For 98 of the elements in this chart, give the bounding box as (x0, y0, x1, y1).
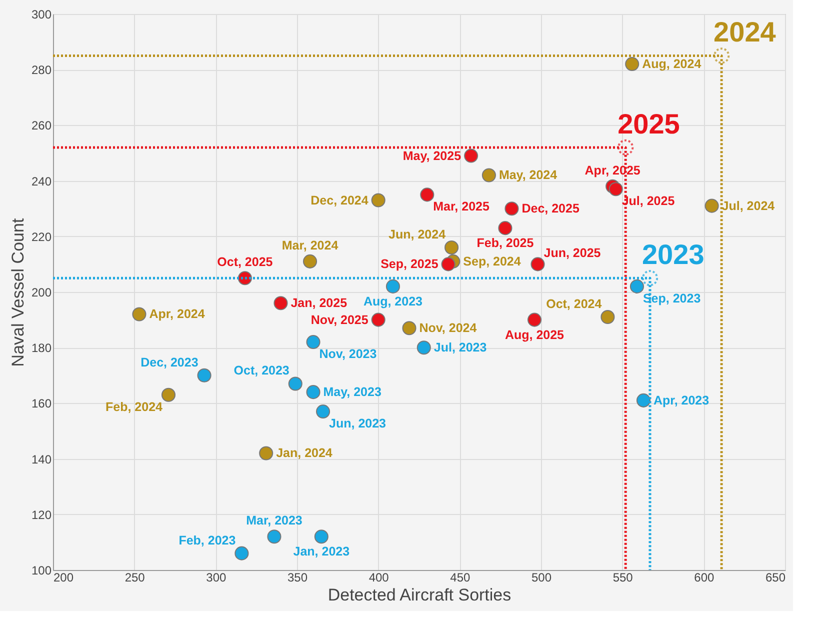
point (197, 368, 212, 382)
data-label: May, 2025 (402, 148, 462, 163)
y-tick-label: 220 (31, 230, 52, 244)
data-label: Sep, 2024 (463, 254, 521, 268)
point (630, 279, 644, 294)
data-label: Nov, 2025 (310, 312, 368, 327)
point (234, 546, 249, 560)
data-label: Dec, 2023 (140, 355, 198, 370)
y-tick-label: 240 (31, 174, 52, 188)
point (274, 296, 288, 310)
data-label: Aug, 2024 (642, 57, 702, 72)
point (288, 376, 302, 391)
point (267, 530, 282, 544)
series-label: 2025 (618, 108, 680, 140)
data-label: Mar, 2025 (433, 200, 490, 214)
data-label: Feb, 2023 (178, 533, 236, 548)
point (504, 202, 519, 216)
data-label: Jun, 2023 (329, 416, 386, 431)
data-label: Jun, 2024 (388, 228, 446, 242)
data-label: Oct, 2024 (546, 297, 602, 312)
data-label: Apr, 2024 (149, 307, 205, 322)
data-label: Jul, 2024 (722, 198, 775, 213)
data-label: Jan, 2024 (276, 446, 332, 460)
data-label: Oct, 2025 (217, 255, 273, 270)
point (302, 254, 318, 268)
data-label: Nov, 2024 (419, 321, 477, 336)
data-label: Jan, 2025 (290, 296, 348, 310)
data-label: Oct, 2023 (234, 364, 290, 378)
x-tick-label: 300 (206, 570, 226, 584)
data-label: Apr, 2025 (584, 163, 640, 178)
point (371, 193, 386, 208)
series-label: 2023 (642, 239, 704, 270)
y-tick-label: 140 (31, 452, 52, 466)
point (316, 404, 330, 419)
point (713, 48, 730, 64)
data-label: Jul, 2023 (434, 340, 487, 355)
point (132, 307, 146, 322)
point (161, 388, 176, 402)
series-label: 2024 (714, 16, 776, 48)
data-label: May, 2024 (498, 168, 558, 182)
x-tick-label: 450 (450, 570, 470, 584)
point (441, 257, 456, 272)
data-label: Feb, 2024 (106, 400, 163, 414)
y-tick-label: 300 (31, 8, 52, 22)
data-label: Aug, 2023 (363, 294, 423, 308)
y-tick-label: 260 (31, 118, 52, 133)
point (444, 240, 459, 255)
y-tick-label: 200 (31, 286, 52, 300)
y-tick-label: 100 (31, 564, 52, 578)
point (259, 446, 274, 460)
data-label: Apr, 2023 (653, 393, 710, 408)
x-tick-label: 650 (765, 570, 786, 584)
x-tick-label: 350 (287, 570, 308, 584)
point (618, 139, 634, 156)
data-label: Dec, 2024 (310, 193, 368, 208)
y-tick-label: 180 (31, 341, 52, 356)
point (464, 148, 478, 163)
data-label: Feb, 2025 (476, 236, 534, 250)
y-tick-label: 280 (31, 63, 52, 78)
data-label: Sep, 2025 (380, 257, 438, 272)
data-label: May, 2023 (323, 385, 382, 400)
point (420, 188, 434, 202)
point (371, 312, 386, 327)
point (704, 198, 719, 213)
point (386, 279, 400, 294)
data-label: Jul, 2025 (622, 194, 675, 208)
point (498, 221, 512, 236)
y-tick-label: 160 (31, 396, 52, 411)
point (608, 182, 623, 196)
point (314, 530, 328, 544)
data-label: Jun, 2025 (544, 246, 601, 260)
x-tick-label: 600 (694, 570, 714, 584)
y-axis-title: Naval Vessel Count (8, 218, 28, 367)
point (482, 168, 496, 182)
x-tick-label: 200 (54, 570, 74, 584)
point (527, 312, 542, 327)
point (306, 335, 320, 350)
point (642, 270, 658, 286)
x-tick-label: 550 (612, 570, 634, 584)
data-label: Jan, 2023 (293, 544, 350, 559)
point (416, 340, 431, 355)
data-label: Nov, 2023 (319, 347, 377, 362)
x-axis-title: Detected Aircraft Sorties (328, 586, 512, 604)
x-tick-label: 400 (368, 570, 390, 584)
data-label: Dec, 2025 (522, 202, 580, 216)
point (402, 321, 416, 336)
point (530, 257, 545, 272)
point (636, 393, 650, 408)
y-tick-label: 120 (31, 508, 52, 522)
data-label: Aug, 2025 (504, 328, 564, 342)
data-label: Sep, 2023 (642, 291, 701, 306)
point (306, 385, 320, 400)
point (625, 57, 640, 72)
x-tick-label: 250 (124, 570, 146, 584)
data-label: Mar, 2024 (282, 238, 338, 252)
point (600, 310, 615, 324)
data-label: Mar, 2023 (246, 514, 302, 528)
x-tick-label: 500 (531, 570, 552, 584)
